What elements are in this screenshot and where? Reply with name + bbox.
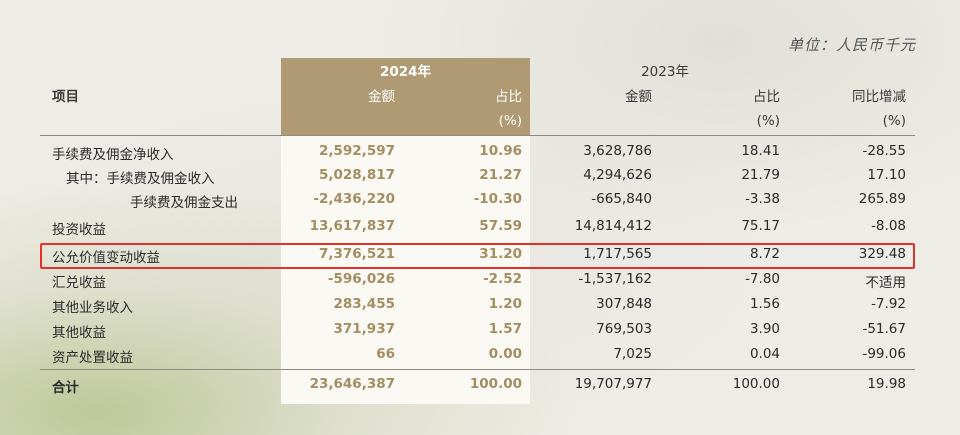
total-label: 合计 (52, 380, 79, 396)
cell-share-2024: 21.27 (479, 167, 522, 183)
row-label: 投资收益 (52, 222, 106, 238)
cell-share-2023: 18.41 (741, 143, 780, 159)
cell-share-2023: 3.90 (749, 321, 780, 337)
row-label: 其中：手续费及佣金收入 (66, 171, 215, 187)
cell-yoy: -51.67 (862, 321, 906, 337)
cell-yoy: 17.10 (867, 167, 906, 183)
cell-amount-2023: 4,294,626 (583, 167, 652, 183)
cell-amount-2024: -596,026 (327, 271, 395, 287)
header-share-2023: 占比 (753, 89, 780, 105)
header-amount-2023: 金额 (625, 89, 652, 105)
total-amount-2023: 19,707,977 (574, 376, 652, 392)
cell-amount-2024: 7,376,521 (318, 246, 395, 262)
cell-yoy: 329.48 (858, 246, 906, 262)
row-label: 资产处置收益 (52, 350, 133, 366)
row-label: 其他收益 (52, 325, 106, 341)
cell-share-2023: -3.38 (745, 191, 780, 207)
row-label: 公允价值变动收益 (52, 250, 160, 266)
cell-yoy: -7.92 (871, 296, 906, 312)
cell-share-2024: 57.59 (479, 218, 522, 234)
cell-amount-2024: 283,455 (333, 296, 396, 312)
cell-share-2024: 31.20 (479, 246, 522, 262)
total-share-2024: 100.00 (469, 376, 522, 392)
cell-amount-2023: 769,503 (596, 321, 652, 337)
cell-yoy: 265.89 (858, 191, 906, 207)
cell-amount-2024: -2,436,220 (313, 191, 395, 207)
cell-amount-2023: 307,848 (596, 296, 652, 312)
cell-share-2024: 10.96 (479, 143, 522, 159)
cell-share-2024: 0.00 (488, 346, 522, 362)
header-amount-2024: 金额 (368, 89, 395, 105)
total-divider (40, 369, 915, 370)
cell-share-2023: -7.80 (745, 271, 780, 287)
cell-amount-2024: 5,028,817 (318, 167, 395, 183)
cell-amount-2023: -1,537,162 (578, 271, 652, 287)
cell-share-2024: -2.52 (483, 271, 522, 287)
header-item: 项目 (52, 89, 79, 105)
year-2024-header-bg (281, 58, 530, 135)
cell-amount-2023: 7,025 (613, 346, 652, 362)
cell-amount-2024: 13,617,837 (309, 218, 395, 234)
cell-amount-2023: 14,814,412 (574, 218, 652, 234)
header-divider (40, 135, 915, 136)
cell-yoy: -28.55 (862, 143, 906, 159)
cell-amount-2023: 3,628,786 (583, 143, 652, 159)
cell-share-2023: 75.17 (741, 218, 780, 234)
row-label: 汇兑收益 (52, 275, 106, 291)
header-share-unit-2023: (%) (756, 113, 780, 129)
total-share-2023: 100.00 (732, 376, 780, 392)
header-yoy-unit: (%) (882, 113, 906, 129)
cell-amount-2024: 371,937 (333, 321, 396, 337)
row-label: 手续费及佣金净收入 (52, 147, 174, 163)
row-label: 其他业务收入 (52, 300, 133, 316)
cell-amount-2024: 2,592,597 (318, 143, 395, 159)
cell-amount-2023: -665,840 (591, 191, 652, 207)
total-amount-2024: 23,646,387 (309, 376, 395, 392)
header-yoy: 同比增减 (852, 89, 906, 105)
cell-yoy: -8.08 (871, 218, 906, 234)
cell-share-2023: 0.04 (749, 346, 780, 362)
cell-share-2023: 8.72 (749, 246, 780, 262)
unit-label: 单位：人民币千元 (787, 36, 916, 54)
row-label: 手续费及佣金支出 (130, 195, 238, 211)
cell-yoy: -99.06 (862, 346, 906, 362)
cell-share-2024: 1.57 (488, 321, 522, 337)
header-year-2024: 2024年 (379, 64, 432, 80)
header-year-2023: 2023年 (641, 64, 689, 80)
cell-share-2024: -10.30 (473, 191, 522, 207)
cell-share-2023: 1.56 (749, 296, 780, 312)
cell-yoy: 不适用 (865, 275, 907, 291)
header-share-unit-2024: (%) (498, 113, 522, 129)
cell-amount-2023: 1,717,565 (583, 246, 652, 262)
header-share-2024: 占比 (495, 89, 522, 105)
cell-share-2023: 21.79 (741, 167, 780, 183)
cell-share-2024: 1.20 (488, 296, 522, 312)
highlight-box (40, 243, 915, 269)
total-yoy: 19.98 (867, 376, 906, 392)
cell-amount-2024: 66 (376, 346, 395, 362)
